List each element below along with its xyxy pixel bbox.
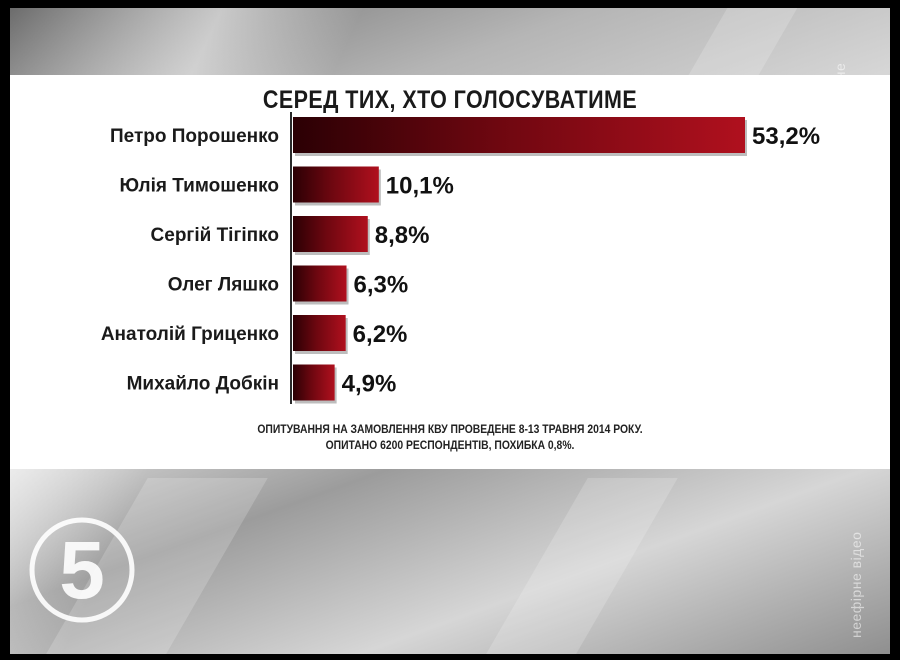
category-label: Анатолій Гриценко (101, 324, 279, 345)
footnote-line-1: ОПИТУВАННЯ НА ЗАМОВЛЕННЯ КВУ ПРОВЕДЕНЕ 8… (257, 424, 643, 436)
bar (293, 265, 347, 302)
chart-title: СЕРЕД ТИХ, ХТО ГОЛОСУВАТИМЕ (262, 86, 638, 114)
data-label: 4,9% (342, 371, 397, 398)
channel-5-logo-text: 5 (59, 525, 105, 616)
bar (293, 166, 379, 203)
category-label: Петро Порошенко (110, 126, 279, 147)
footnote-line-2: ОПИТАНО 6200 РЕСПОНДЕНТІВ, ПОХИБКА 0,8%. (325, 440, 575, 452)
category-label: Юлія Тимошенко (119, 176, 279, 197)
data-label: 53,2% (752, 123, 820, 150)
bar (293, 117, 745, 153)
bar (293, 315, 346, 351)
bar (293, 216, 368, 252)
category-label: Сергій Тігіпко (151, 225, 279, 246)
channel-5-logo: 5 (29, 517, 135, 623)
bar (293, 364, 335, 401)
category-label: Олег Ляшко (168, 275, 279, 296)
data-label: 10,1% (386, 173, 454, 200)
data-label: 6,3% (354, 272, 409, 299)
data-label: 8,8% (375, 222, 430, 249)
category-label: Михайло Добкін (127, 374, 279, 395)
data-label: 6,2% (353, 321, 408, 348)
